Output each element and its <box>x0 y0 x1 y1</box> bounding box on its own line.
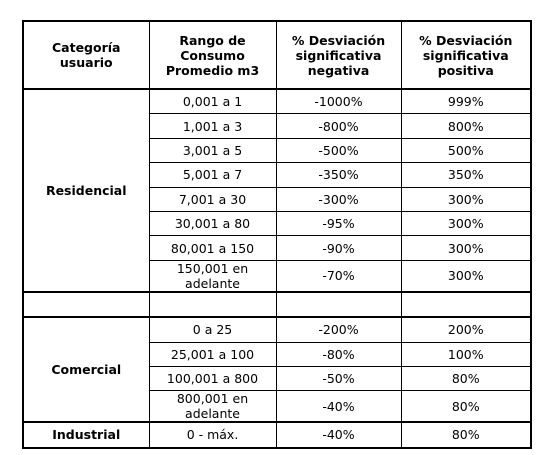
cell: 800% <box>400 113 532 139</box>
spacer-row <box>22 290 532 318</box>
cell: 300% <box>400 235 532 261</box>
category-cell: Residencial <box>22 88 150 293</box>
data-row: 800,001 en adelante -40% 80% <box>23 390 532 423</box>
cell: 0,001 a 1 <box>148 88 277 115</box>
cell: 5,001 a 7 <box>148 162 277 188</box>
data-row: Industrial 0 - máx. -40% 80% <box>22 421 532 449</box>
cell: 200% <box>400 316 532 343</box>
category-cell: Comercial <box>22 316 150 423</box>
cell: -70% <box>275 259 402 293</box>
data-row: 5,001 a 7 -350% 350% <box>23 162 532 188</box>
table: Categoría usuario Rango de Consumo Prome… <box>22 20 532 449</box>
cell: 1,001 a 3 <box>148 113 277 139</box>
cell: 3,001 a 5 <box>148 137 277 164</box>
cell: 0 - máx. <box>148 421 277 449</box>
cell: 80% <box>400 390 532 423</box>
category-cell: Industrial <box>22 421 150 449</box>
header-cell: % Desviación significativa positiva <box>400 20 532 90</box>
cell: 80,001 a 150 <box>148 235 277 261</box>
data-row: Residencial 0,001 a 1 -1000% 999% <box>22 88 532 293</box>
cell: 25,001 a 100 <box>148 341 277 367</box>
cell: -40% <box>275 421 402 449</box>
cell: 300% <box>400 186 532 212</box>
data-row: 30,001 a 80 -95% 300% <box>23 210 532 237</box>
data-row: 3,001 a 5 -500% 500% <box>23 137 532 164</box>
header-cell: % Desviación significativa negativa <box>275 20 402 90</box>
cell: -350% <box>275 162 402 188</box>
header-cell: Categoría usuario <box>22 20 150 90</box>
empty-cell <box>148 290 277 318</box>
cell: 300% <box>400 259 532 293</box>
data-row: 1,001 a 3 -800% 800% <box>23 113 532 139</box>
cell: -95% <box>275 210 402 237</box>
cell: -80% <box>275 341 402 367</box>
cell: 150,001 en adelante <box>148 259 277 293</box>
cell: -50% <box>275 365 402 392</box>
header-row: Categoría usuario Rango de Consumo Prome… <box>22 20 532 90</box>
cell: 7,001 a 30 <box>148 186 277 212</box>
cell: 100% <box>400 341 532 367</box>
empty-cell <box>400 290 532 318</box>
empty-cell <box>22 290 150 318</box>
data-row: 25,001 a 100 -80% 100% <box>23 341 532 367</box>
cell: 350% <box>400 162 532 188</box>
table-body: Residencial 0,001 a 1 -1000% 999% 1,001 a 3-… <box>22 88 532 449</box>
header-cell: Rango de Consumo Promedio m3 <box>148 20 277 90</box>
cell: 0 a 25 <box>148 316 277 343</box>
cell: -40% <box>275 390 402 423</box>
cell: -90% <box>275 235 402 261</box>
data-row: 7,001 a 30 -300% 300% <box>23 186 532 212</box>
data-row: 80,001 a 150 -90% 300% <box>23 235 532 261</box>
table-wrap: Categoría usuario Rango de Consumo Prome… <box>22 20 532 449</box>
empty-cell <box>275 290 402 318</box>
cell: 800,001 en adelante <box>148 390 277 423</box>
cell: 999% <box>400 88 532 115</box>
cell: -300% <box>275 186 402 212</box>
cell: 100,001 a 800 <box>148 365 277 392</box>
data-row: Comercial 0 a 25 -200% 200% <box>22 316 532 423</box>
data-row: 100,001 a 800 -50% 80% <box>23 365 532 392</box>
data-row: 150,001 en adelante -70% 300% <box>23 259 532 293</box>
cell: 80% <box>400 365 532 392</box>
table-head: Categoría usuario Rango de Consumo Prome… <box>22 20 532 90</box>
cell: 80% <box>400 421 532 449</box>
cell: -800% <box>275 113 402 139</box>
cell: 500% <box>400 137 532 164</box>
cell: -500% <box>275 137 402 164</box>
cell: 30,001 a 80 <box>148 210 277 237</box>
cell: -1000% <box>275 88 402 115</box>
cell: -200% <box>275 316 402 343</box>
cell: 300% <box>400 210 532 237</box>
